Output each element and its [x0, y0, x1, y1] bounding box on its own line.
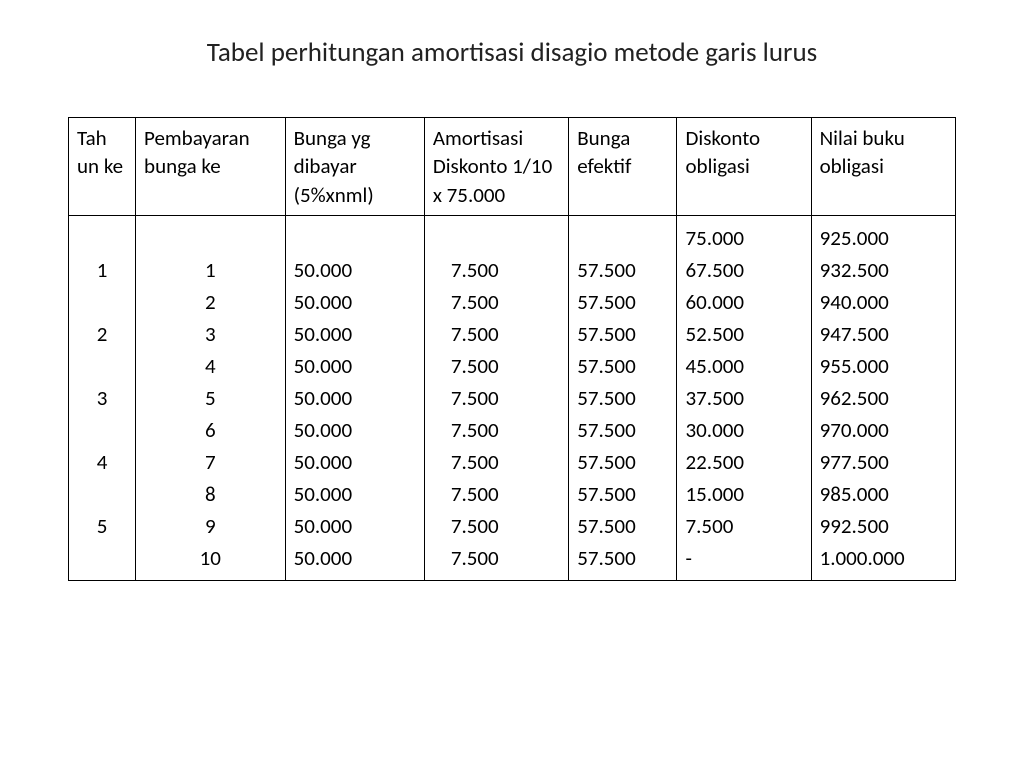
table-cell: 50.000	[294, 414, 416, 446]
table-cell: 57.500	[577, 510, 668, 542]
table-cell	[144, 222, 277, 254]
col-body-diskonto: 75.00067.50060.00052.50045.00037.50030.0…	[685, 222, 802, 574]
table-cell: 57.500	[577, 414, 668, 446]
table-cell: 2	[77, 318, 127, 350]
table-cell: 1.000.000	[820, 542, 947, 574]
table-cell: 67.500	[685, 254, 802, 286]
table-cell	[77, 350, 127, 382]
table-cell: 57.500	[577, 286, 668, 318]
table-cell: 992.500	[820, 510, 947, 542]
col-header-tahun: Tah un ke	[69, 118, 136, 216]
table-cell: 10	[144, 542, 277, 574]
table-cell: 8	[144, 478, 277, 510]
table-cell: 15.000	[685, 478, 802, 510]
amortization-table: Tah un ke Pembayaran bunga ke Bunga yg d…	[68, 117, 956, 581]
table-cell: 7.500	[433, 254, 560, 286]
table-cell: 962.500	[820, 382, 947, 414]
table-cell: 1	[144, 254, 277, 286]
table-cell: 932.500	[820, 254, 947, 286]
table-cell: 7.500	[433, 414, 560, 446]
table-cell: 6	[144, 414, 277, 446]
table-cell: 50.000	[294, 510, 416, 542]
table-cell: 50.000	[294, 542, 416, 574]
table-cell: 37.500	[685, 382, 802, 414]
table-cell: 955.000	[820, 350, 947, 382]
col-body-tahun: 1 2 3 4 5	[77, 222, 127, 574]
table-cell: 5	[77, 510, 127, 542]
table-cell: 7.500	[433, 510, 560, 542]
table-cell: 50.000	[294, 446, 416, 478]
table-cell: 7	[144, 446, 277, 478]
table-cell: 7.500	[433, 318, 560, 350]
table-header-row: Tah un ke Pembayaran bunga ke Bunga yg d…	[69, 118, 956, 216]
table-cell: 7.500	[433, 478, 560, 510]
table-cell: 9	[144, 510, 277, 542]
col-header-nilai-buku: Nilai buku obligasi	[811, 118, 955, 216]
table-cell: 947.500	[820, 318, 947, 350]
col-body-nilai-buku: 925.000932.500940.000947.500955.000962.5…	[820, 222, 947, 574]
table-cell: 4	[144, 350, 277, 382]
table-cell: 30.000	[685, 414, 802, 446]
table-cell: 7.500	[433, 286, 560, 318]
table-cell: 3	[144, 318, 277, 350]
table-cell: 4	[77, 446, 127, 478]
table-cell	[77, 222, 127, 254]
table-cell: 7.500	[433, 382, 560, 414]
table-cell	[77, 542, 127, 574]
table-cell: 57.500	[577, 350, 668, 382]
table-cell: 57.500	[577, 478, 668, 510]
table-cell	[433, 222, 560, 254]
table-cell: -	[685, 542, 802, 574]
table-cell: 7.500	[433, 350, 560, 382]
table-cell: 60.000	[685, 286, 802, 318]
table-cell: 3	[77, 382, 127, 414]
table-cell: 57.500	[577, 318, 668, 350]
col-body-amortisasi: 7.5007.5007.5007.5007.5007.5007.5007.500…	[433, 222, 560, 574]
col-header-amortisasi: Amortisasi Diskonto 1/10 x 75.000	[424, 118, 568, 216]
table-cell: 57.500	[577, 446, 668, 478]
table-cell: 52.500	[685, 318, 802, 350]
table-cell: 985.000	[820, 478, 947, 510]
col-header-bunga-dibayar: Bunga yg dibayar (5%xnml)	[285, 118, 424, 216]
table-cell: 50.000	[294, 350, 416, 382]
table-cell: 970.000	[820, 414, 947, 446]
table-cell: 50.000	[294, 254, 416, 286]
table-cell: 50.000	[294, 318, 416, 350]
table-cell	[77, 286, 127, 318]
table-cell	[77, 478, 127, 510]
table-cell: 50.000	[294, 478, 416, 510]
table-cell: 7.500	[433, 446, 560, 478]
page-title: Tabel perhitungan amortisasi disagio met…	[0, 36, 1024, 69]
table-cell: 5	[144, 382, 277, 414]
col-body-pembayaran: 12345678910	[144, 222, 277, 574]
table-cell	[294, 222, 416, 254]
table-cell: 925.000	[820, 222, 947, 254]
col-body-bunga-efektif: 57.50057.50057.50057.50057.50057.50057.5…	[577, 222, 668, 574]
table-cell: 57.500	[577, 382, 668, 414]
col-body-bunga-dibayar: 50.00050.00050.00050.00050.00050.00050.0…	[294, 222, 416, 574]
col-header-bunga-efektif: Bunga efektif	[569, 118, 677, 216]
table-cell: 977.500	[820, 446, 947, 478]
table-cell: 75.000	[685, 222, 802, 254]
col-header-diskonto: Diskonto obligasi	[677, 118, 811, 216]
table-cell: 57.500	[577, 542, 668, 574]
table-cell: 45.000	[685, 350, 802, 382]
col-header-pembayaran: Pembayaran bunga ke	[136, 118, 286, 216]
table-cell: 7.500	[685, 510, 802, 542]
table-body-row: 1 2 3 4 5 12345678910 50.00050.00050.000…	[69, 216, 956, 581]
table-cell: 1	[77, 254, 127, 286]
table-cell: 940.000	[820, 286, 947, 318]
table-cell: 50.000	[294, 286, 416, 318]
table-cell	[577, 222, 668, 254]
table-cell: 2	[144, 286, 277, 318]
table-cell: 57.500	[577, 254, 668, 286]
table-cell	[77, 414, 127, 446]
table-cell: 50.000	[294, 382, 416, 414]
table-cell: 7.500	[433, 542, 560, 574]
table-cell: 22.500	[685, 446, 802, 478]
